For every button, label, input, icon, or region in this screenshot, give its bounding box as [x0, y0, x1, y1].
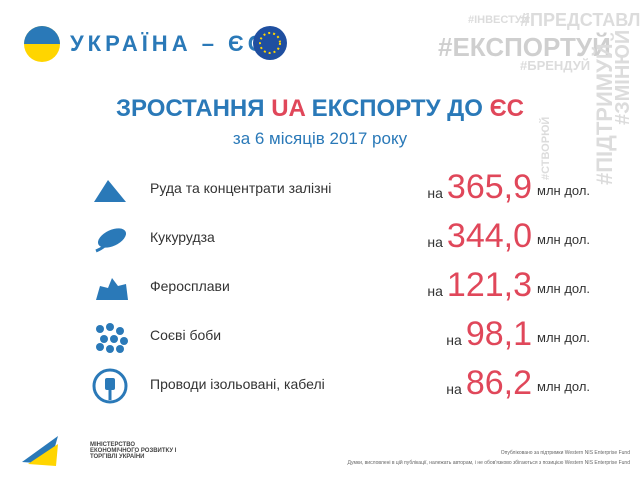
item-name: Феросплави: [150, 278, 230, 294]
item-row: Феросплави на 121,3 млн дол.: [0, 266, 640, 310]
item-icon: [95, 228, 127, 253]
item-unit: млн дол.: [537, 232, 591, 247]
hashtag: #ЕКСПОРТУЙ: [438, 32, 611, 62]
item-name: Кукурудза: [150, 229, 215, 245]
ministry-name: МІНІСТЕРСТВО ЕКОНОМІЧНОГО РОЗВИТКУ І ТОР…: [90, 442, 177, 460]
item-value-group: на 365,9: [427, 168, 532, 207]
item-value-group: на 344,0: [427, 217, 532, 256]
item-value-group: на 98,1: [446, 315, 532, 354]
item-unit: млн дол.: [537, 183, 591, 198]
title-part: ЄС: [489, 95, 525, 122]
item-unit: млн дол.: [537, 379, 591, 394]
item-name: Соєві боби: [150, 327, 222, 343]
item-name: Руда та концентрати залізні: [150, 180, 332, 196]
item-icon: [94, 180, 126, 202]
item-icon: [92, 368, 128, 404]
footer-note: Опубліковано за підтримки Western NIS En…: [500, 450, 630, 456]
item-row: Соєві боби на 98,1 млн дол.: [0, 315, 640, 359]
item-prefix: на: [427, 185, 443, 201]
item-row: Руда та концентрати залізні на 365,9 млн …: [0, 168, 640, 212]
hashtag: #ІНВЕСТУЙ: [468, 14, 530, 26]
title-part: ЗРОСТАННЯ: [115, 95, 272, 122]
item-value: 121,3: [446, 266, 532, 304]
eu-flag: [253, 26, 287, 60]
title-part: UA: [271, 95, 305, 122]
item-prefix: на: [446, 381, 462, 397]
footer-note: Думки, висловлені в цій публікації, нале…: [347, 460, 630, 466]
item-row: Кукурудза на 344,0 млн дол.: [0, 217, 640, 261]
hashtag: #БРЕНДУЙ: [520, 58, 591, 73]
item-unit: млн дол.: [537, 330, 591, 345]
hashtag: #ПРЕДСТАВЛЯЙ: [520, 10, 640, 30]
item-icon: [96, 278, 128, 300]
ua-flag: [24, 26, 60, 62]
subtitle: за 6 місяців 2017 року: [232, 129, 408, 148]
item-prefix: на: [427, 234, 443, 250]
item-value: 98,1: [465, 315, 532, 353]
title-part: ЕКСПОРТУ ДО: [304, 95, 490, 122]
item-value: 86,2: [465, 364, 532, 402]
header-title: УКРАЇНА – ЄС: [70, 31, 268, 56]
item-value: 365,9: [446, 168, 532, 206]
item-name: Проводи ізольовані, кабелі: [150, 376, 325, 392]
item-prefix: на: [446, 332, 462, 348]
item-value-group: на 86,2: [446, 364, 532, 403]
item-prefix: на: [427, 283, 443, 299]
title: ЗРОСТАННЯ UA ЕКСПОРТУ ДО ЄС: [0, 95, 640, 123]
ministry-logo: [22, 436, 58, 466]
item-icon: [96, 323, 128, 353]
item-value-group: на 121,3: [427, 266, 532, 305]
item-unit: млн дол.: [537, 281, 591, 296]
item-value: 344,0: [446, 217, 532, 255]
item-row: Проводи ізольовані, кабелі на 86,2 млн до…: [0, 364, 640, 408]
